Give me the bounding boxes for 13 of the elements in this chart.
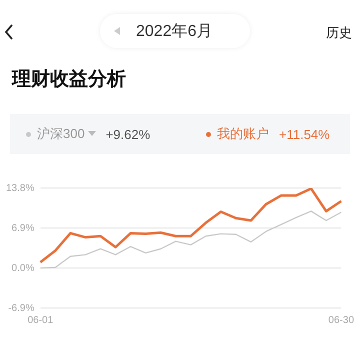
y-tick-label: 0.0% (12, 262, 34, 274)
text: +9.62% (106, 126, 150, 142)
y-tick-label: 13.8% (6, 182, 34, 194)
legend-label: 我的账户 (217, 125, 269, 143)
y-tick-label: 6.9% (12, 222, 34, 234)
legend-label: 沪深300 (37, 125, 85, 143)
chart-title: 理财收益分析 (10, 68, 127, 92)
text: 历史 (326, 24, 352, 42)
text: +11.54% (279, 126, 330, 142)
y-tick-label: -6.9% (8, 302, 34, 314)
x-tick-label: 06-01 (28, 314, 54, 326)
x-tick-label: 06-30 (328, 314, 354, 326)
chart-subtitle: 2022年6月 (136, 22, 212, 42)
